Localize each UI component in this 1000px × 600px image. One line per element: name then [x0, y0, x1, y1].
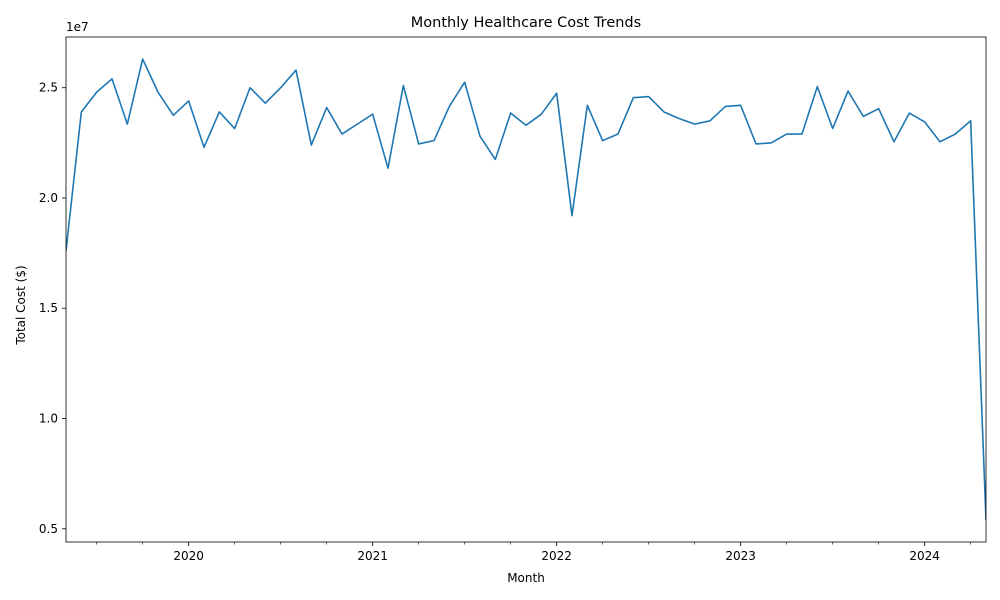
x-tick-label: 2021	[357, 549, 388, 563]
x-axis-label: Month	[507, 571, 545, 585]
x-tick-label: 2023	[725, 549, 756, 563]
y-tick-label: 2.0	[39, 191, 58, 205]
y-axis-label: Total Cost ($)	[14, 265, 28, 345]
series-line	[66, 58, 986, 520]
chart-title: Monthly Healthcare Cost Trends	[411, 15, 641, 31]
x-tick-label: 2024	[909, 549, 940, 563]
x-tick-label: 2020	[173, 549, 204, 563]
x-tick-label: 2022	[541, 549, 572, 563]
y-tick-label: 1.0	[39, 412, 58, 426]
y-axis-multiplier: 1e7	[66, 20, 89, 34]
y-tick-label: 2.5	[39, 81, 58, 95]
y-tick-label: 1.5	[39, 301, 58, 315]
plot-frame	[65, 36, 987, 543]
y-tick-label: 0.5	[39, 522, 58, 536]
